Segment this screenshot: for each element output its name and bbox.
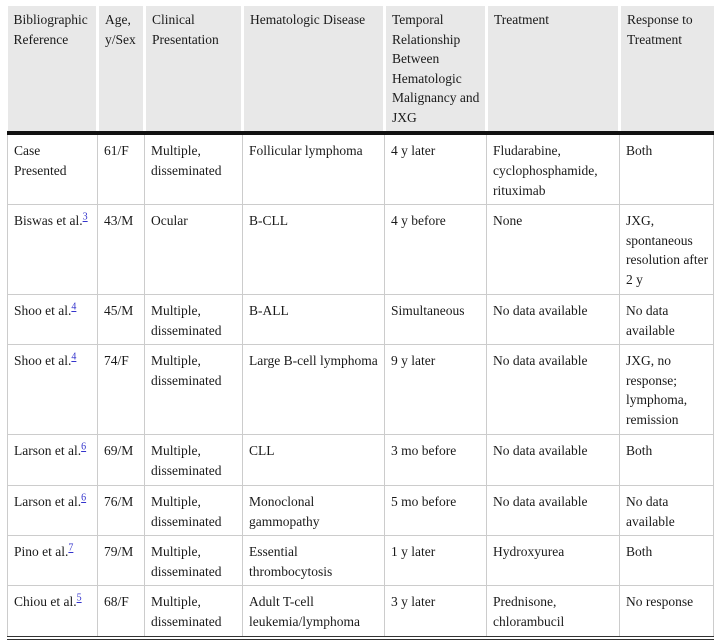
- citation-superscript: 6: [81, 493, 86, 504]
- cell-temporal-relationship: 4 y later: [384, 132, 487, 206]
- cell-response-to-treatment: JXG, spontaneous resolution after 2 y: [619, 204, 714, 296]
- citation-link[interactable]: 5: [76, 592, 82, 604]
- header-response-to-treatment: Response to Treatment: [618, 6, 714, 136]
- cell-hematologic-disease: Large B-cell lymphoma: [242, 344, 385, 436]
- citation-link[interactable]: 4: [71, 351, 77, 363]
- cell-response-to-treatment: Both: [619, 434, 714, 487]
- cell-temporal-relationship: 3 mo before: [384, 434, 487, 487]
- table-row: Larson et al.6 69/M Multiple, disseminated…: [7, 434, 714, 487]
- cell-bibliographic-reference: Larson et al.6: [7, 434, 98, 487]
- cell-response-to-treatment: JXG, no response; lymphoma, remission: [619, 344, 714, 436]
- cell-response-to-treatment: Both: [619, 535, 714, 587]
- table-body: Case Presented 61/F Multiple, disseminated…: [7, 132, 714, 639]
- cell-temporal-relationship: 9 y later: [384, 344, 487, 436]
- cell-treatment: No data available: [486, 294, 620, 346]
- citation-link[interactable]: 6: [81, 492, 87, 504]
- citation-superscript: 3: [83, 212, 88, 223]
- cell-response-to-treatment: No data available: [619, 294, 714, 346]
- header-clinical-presentation: Clinical Presentation: [143, 6, 243, 136]
- cell-temporal-relationship: 3 y later: [384, 585, 487, 639]
- table-row: Larson et al.6 76/M Multiple, disseminated…: [7, 485, 714, 537]
- case-comparison-table: Bibliographic Reference Age, y/Sex Clini…: [7, 6, 714, 640]
- cell-hematologic-disease: B-ALL: [242, 294, 385, 346]
- cell-age-sex: 79/M: [97, 535, 145, 587]
- cell-hematologic-disease: Essential thrombocytosis: [242, 535, 385, 587]
- cell-treatment: No data available: [486, 485, 620, 537]
- cell-clinical-presentation: Multiple, disseminated: [144, 485, 243, 537]
- cell-treatment: No data available: [486, 434, 620, 487]
- cell-clinical-presentation: Multiple, disseminated: [144, 585, 243, 639]
- cell-clinical-presentation: Multiple, disseminated: [144, 132, 243, 206]
- cell-hematologic-disease: Monoclonal gammopathy: [242, 485, 385, 537]
- cell-clinical-presentation: Multiple, disseminated: [144, 535, 243, 587]
- cell-bibliographic-reference: Chiou et al.5: [7, 585, 98, 639]
- cell-age-sex: 45/M: [97, 294, 145, 346]
- cell-treatment: Fludarabine, cyclophosphamide, rituximab: [486, 132, 620, 206]
- citation-link[interactable]: 7: [68, 542, 74, 554]
- citation-link[interactable]: 4: [71, 301, 77, 313]
- cell-temporal-relationship: 1 y later: [384, 535, 487, 587]
- cell-bibliographic-reference: Pino et al.7: [7, 535, 98, 587]
- header-bibliographic-reference: Bibliographic Reference: [7, 6, 98, 136]
- cell-bibliographic-reference: Biswas et al.3: [7, 204, 98, 296]
- cell-clinical-presentation: Multiple, disseminated: [144, 294, 243, 346]
- header-age-sex: Age, y/Sex: [96, 6, 145, 136]
- table-header: Bibliographic Reference Age, y/Sex Clini…: [7, 6, 714, 136]
- cell-temporal-relationship: 4 y before: [384, 204, 487, 296]
- table-row: Shoo et al.4 45/M Multiple, disseminated B-…: [7, 294, 714, 346]
- cell-hematologic-disease: Adult T-cell leukemia/lymphoma: [242, 585, 385, 639]
- cell-hematologic-disease: B-CLL: [242, 204, 385, 296]
- citation-superscript: 5: [77, 593, 82, 604]
- citation-superscript: 7: [68, 543, 73, 554]
- table-row: Biswas et al.3 43/M Ocular B-CLL 4 y before N…: [7, 204, 714, 296]
- cell-clinical-presentation: Multiple, disseminated: [144, 434, 243, 487]
- citation-superscript: 6: [81, 442, 86, 453]
- cell-hematologic-disease: CLL: [242, 434, 385, 487]
- cell-response-to-treatment: Both: [619, 132, 714, 206]
- header-treatment: Treatment: [485, 6, 620, 136]
- cell-bibliographic-reference: Larson et al.6: [7, 485, 98, 537]
- cell-clinical-presentation: Multiple, disseminated: [144, 344, 243, 436]
- cell-bibliographic-reference: Shoo et al.4: [7, 344, 98, 436]
- table-row: Shoo et al.4 74/F Multiple, disseminated La…: [7, 344, 714, 436]
- citation-superscript: 4: [71, 302, 76, 313]
- cell-clinical-presentation: Ocular: [144, 204, 243, 296]
- table-header-row: Bibliographic Reference Age, y/Sex Clini…: [7, 6, 714, 136]
- citation-link[interactable]: 6: [81, 441, 87, 453]
- cell-age-sex: 74/F: [97, 344, 145, 436]
- citation-superscript: 4: [71, 352, 76, 363]
- cell-hematologic-disease: Follicular lymphoma: [242, 132, 385, 206]
- header-hematologic-disease: Hematologic Disease: [241, 6, 385, 136]
- table-row: Pino et al.7 79/M Multiple, disseminated Es…: [7, 535, 714, 587]
- cell-bibliographic-reference: Case Presented: [7, 132, 98, 206]
- cell-temporal-relationship: Simultaneous: [384, 294, 487, 346]
- cell-bibliographic-reference: Shoo et al.4: [7, 294, 98, 346]
- cell-age-sex: 76/M: [97, 485, 145, 537]
- cell-treatment: No data available: [486, 344, 620, 436]
- table-row: Chiou et al.5 68/F Multiple, disseminated A…: [7, 585, 714, 639]
- header-temporal-relationship: Temporal Relationship Between Hematologi…: [383, 6, 487, 136]
- cell-response-to-treatment: No data available: [619, 485, 714, 537]
- cell-age-sex: 43/M: [97, 204, 145, 296]
- cell-treatment: Prednisone, chlorambucil: [486, 585, 620, 639]
- cell-age-sex: 69/M: [97, 434, 145, 487]
- cell-response-to-treatment: No response: [619, 585, 714, 639]
- cell-age-sex: 61/F: [97, 132, 145, 206]
- cell-temporal-relationship: 5 mo before: [384, 485, 487, 537]
- cell-treatment: None: [486, 204, 620, 296]
- citation-link[interactable]: 3: [82, 211, 88, 223]
- cell-age-sex: 68/F: [97, 585, 145, 639]
- table-row: Case Presented 61/F Multiple, disseminated…: [7, 132, 714, 206]
- cell-treatment: Hydroxyurea: [486, 535, 620, 587]
